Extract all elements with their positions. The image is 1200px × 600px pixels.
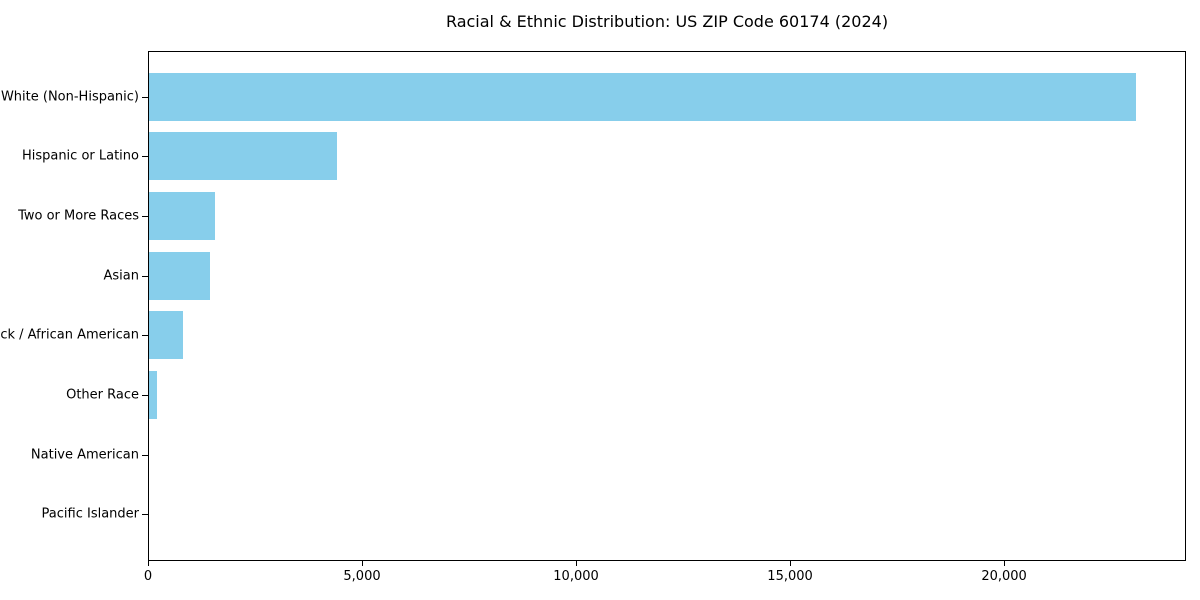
bar-row: Black / African American <box>0 306 1185 366</box>
x-axis-tick <box>1004 561 1006 566</box>
x-tick-label: 0 <box>143 569 153 584</box>
x-tick-label: 5,000 <box>343 569 381 584</box>
plot-area: White (Non-Hispanic) Hispanic or Latino Tw… <box>0 51 1186 561</box>
bar <box>149 311 184 360</box>
bar <box>149 72 1136 121</box>
bar <box>149 132 337 181</box>
x-axis-tick <box>148 561 149 566</box>
category-label: Hispanic or Latino <box>21 148 139 164</box>
x-tick-label: 15,000 <box>767 569 813 584</box>
bar <box>149 370 158 419</box>
bar-row: Hispanic or Latino <box>22 127 1185 187</box>
x-tick-label: 20,000 <box>981 569 1027 584</box>
category-label: Other Race <box>66 387 139 403</box>
bar-rows-container: White (Non-Hispanic) Hispanic or Latino Tw… <box>0 52 1185 560</box>
chart-title: Racial & Ethnic Distribution: US ZIP Cod… <box>445 12 889 31</box>
bar-row: White (Non-Hispanic) <box>1 67 1185 127</box>
x-axis-tick <box>790 561 792 566</box>
category-label: White (Non-Hispanic) <box>0 89 139 105</box>
bar-row: Native American <box>31 425 1185 485</box>
y-axis-tick <box>142 514 148 516</box>
bar-row: Asian <box>104 246 1185 306</box>
category-label: Asian <box>103 268 139 284</box>
x-axis: 0 5,000 10,000 15,000 20,000 <box>144 560 1186 590</box>
category-label: Native American <box>30 447 139 463</box>
y-axis-tick <box>142 454 148 456</box>
bar-row: Two or More Races <box>18 186 1185 246</box>
y-axis-tick <box>142 275 148 277</box>
x-axis-tick <box>362 561 364 566</box>
y-axis-tick <box>142 96 148 98</box>
bar-row: Pacific Islander <box>42 484 1185 544</box>
category-label: Two or More Races <box>18 208 139 224</box>
bar <box>149 192 216 241</box>
category-label: Pacific Islander <box>41 506 139 522</box>
y-axis-tick <box>142 156 148 158</box>
y-axis-tick <box>142 216 148 218</box>
y-axis-tick <box>142 394 148 396</box>
bar-row: Other Race <box>66 365 1185 425</box>
bar <box>149 251 211 300</box>
x-tick-label: 10,000 <box>553 569 599 584</box>
x-axis-tick <box>576 561 578 566</box>
y-axis-tick <box>142 335 148 337</box>
category-label: Black / African American <box>0 327 139 343</box>
